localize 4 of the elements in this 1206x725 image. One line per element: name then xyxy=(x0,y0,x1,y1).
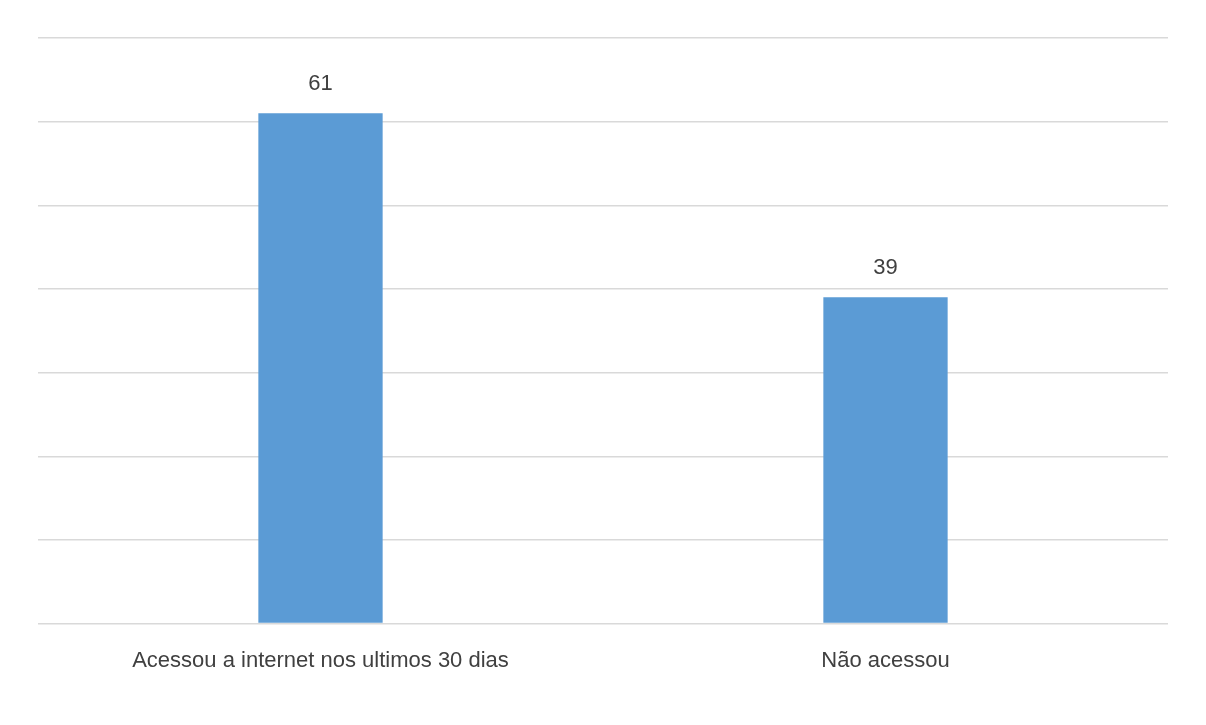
x-tick-label: Acessou a internet nos ultimos 30 dias xyxy=(132,646,509,672)
data-label: 61 xyxy=(308,70,333,96)
x-tick-label: Não acessou xyxy=(821,646,950,672)
data-label: 39 xyxy=(873,254,898,280)
